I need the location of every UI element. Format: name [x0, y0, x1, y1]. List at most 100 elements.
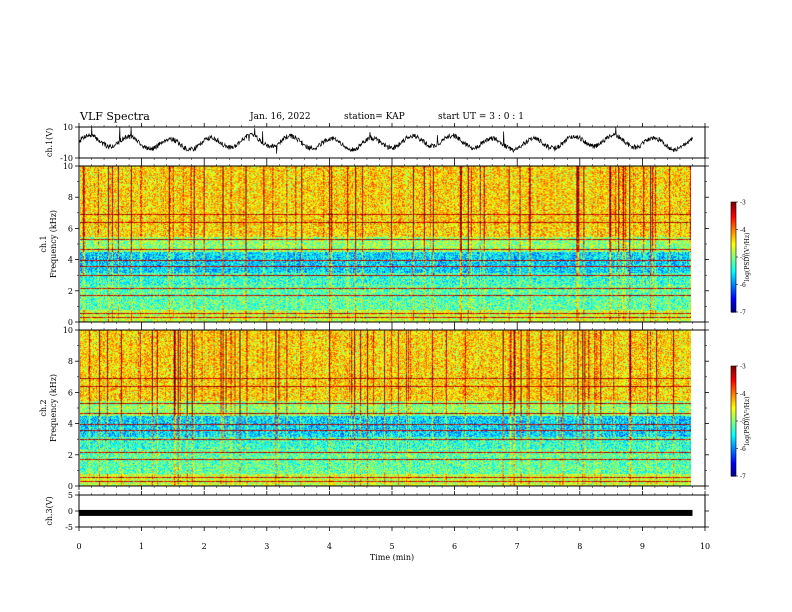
- x-tick-label: 1: [139, 542, 144, 551]
- colorbar-swatch: [731, 217, 736, 220]
- colorbar-swatch: [731, 237, 736, 240]
- colorbar-swatch: [731, 261, 736, 264]
- colorbar-swatch: [731, 451, 736, 454]
- colorbar-swatch: [731, 299, 736, 302]
- colorbar-swatch: [731, 276, 736, 279]
- y-tick-label: 0: [68, 482, 73, 491]
- colorbar-swatch: [731, 219, 736, 222]
- spectrogram-image: [80, 166, 691, 322]
- colorbar-swatch: [731, 214, 736, 217]
- colorbar-tick-label: -6: [740, 446, 746, 453]
- colorbar-tick-label: -4: [740, 391, 746, 398]
- colorbar-swatch: [731, 228, 736, 231]
- colorbar-swatch: [731, 445, 736, 448]
- colorbar-tick-label: -7: [740, 474, 746, 481]
- x-tick-label: 0: [76, 542, 81, 551]
- colorbar-tick-label: -6: [740, 282, 746, 289]
- colorbar-swatch: [731, 434, 736, 437]
- colorbar-swatch: [731, 269, 736, 272]
- colorbar-swatch: [731, 383, 736, 386]
- colorbar-swatch: [731, 225, 736, 228]
- station-label: station= KAP: [344, 112, 405, 122]
- colorbar-swatch: [731, 208, 736, 211]
- colorbar-swatch: [731, 459, 736, 462]
- colorbar-swatch: [731, 454, 736, 456]
- y-tick-label: 8: [68, 193, 73, 202]
- colorbar-swatch: [731, 404, 736, 407]
- colorbar-swatch: [731, 263, 736, 266]
- panel-frame: [78, 126, 706, 159]
- ch1-waveform-line: [78, 127, 693, 154]
- colorbar-swatch: [731, 206, 736, 209]
- colorbar-swatch: [731, 440, 736, 443]
- colorbar-swatch: [731, 266, 736, 269]
- colorbar-swatch: [731, 288, 736, 291]
- colorbar-swatch: [731, 215, 736, 218]
- figure-title: VLF Spectra: [80, 110, 150, 123]
- colorbar-swatch: [731, 403, 736, 406]
- colorbar-tick-label: -5: [740, 255, 746, 262]
- colorbar-swatch: [731, 390, 736, 393]
- y-tick-label: 5: [68, 491, 73, 500]
- colorbar-swatch: [731, 443, 736, 445]
- colorbar-swatch: [731, 448, 736, 451]
- colorbar-swatch: [731, 397, 736, 400]
- colorbar-swatch: [731, 367, 736, 370]
- colorbar-swatch: [731, 203, 736, 206]
- colorbar-swatch: [731, 430, 736, 433]
- x-tick-label: 2: [202, 542, 207, 551]
- colorbar-swatch: [731, 207, 736, 210]
- colorbar-swatch: [731, 460, 736, 463]
- colorbar-swatch: [731, 232, 736, 235]
- colorbar-tick-label: -3: [740, 364, 746, 371]
- colorbar-swatch: [731, 250, 736, 253]
- colorbar-swatch: [731, 272, 736, 275]
- colorbar-swatch: [731, 259, 736, 262]
- colorbar-tick-label: -3: [740, 200, 746, 207]
- colorbar-swatch: [731, 407, 736, 410]
- colorbar-swatch: [731, 452, 736, 455]
- colorbar-swatch: [731, 294, 736, 297]
- colorbar-swatch: [731, 213, 736, 215]
- colorbar-swatch: [731, 301, 736, 303]
- y-tick-label: 10: [63, 123, 73, 132]
- colorbar-swatch: [731, 291, 736, 294]
- colorbar-swatch: [731, 470, 736, 473]
- y-tick-label: -5: [65, 523, 73, 532]
- colorbar-swatch: [731, 284, 736, 287]
- colorbar-swatch: [731, 239, 736, 242]
- colorbar-swatch: [731, 298, 736, 301]
- y-axis-label: ch.1: [39, 235, 48, 252]
- colorbar-swatch: [731, 233, 736, 236]
- x-tick-label: 3: [264, 542, 269, 551]
- colorbar-swatch: [731, 366, 736, 368]
- y-tick-label: 10: [63, 162, 73, 171]
- colorbar-swatch: [731, 467, 736, 470]
- colorbar-swatch: [731, 270, 736, 273]
- colorbar-swatch: [731, 243, 736, 246]
- colorbar-swatch: [731, 287, 736, 290]
- y-tick-label: 4: [68, 256, 73, 265]
- colorbar-swatch: [731, 392, 736, 395]
- colorbar-swatch: [731, 255, 736, 258]
- colorbar-swatch: [731, 218, 736, 221]
- colorbar-swatch: [731, 408, 736, 411]
- colorbar-swatch: [731, 405, 736, 408]
- colorbar-swatch: [731, 240, 736, 243]
- colorbar-swatch: [731, 283, 736, 286]
- colorbar-swatch: [731, 401, 736, 404]
- colorbar: [730, 365, 738, 477]
- x-axis-label: Time (min): [370, 553, 414, 562]
- colorbar-swatch: [731, 248, 736, 251]
- colorbar-swatch: [731, 229, 736, 232]
- y-tick-label: 6: [68, 388, 73, 397]
- colorbar-swatch: [731, 295, 736, 298]
- colorbar-swatch: [731, 393, 736, 396]
- colorbar-swatch: [731, 292, 736, 295]
- colorbar-swatch: [731, 473, 736, 476]
- colorbar-swatch: [731, 386, 736, 389]
- colorbar-swatch: [731, 265, 736, 268]
- colorbar-swatch: [731, 429, 736, 432]
- colorbar-swatch: [731, 444, 736, 447]
- colorbar-swatch: [731, 371, 736, 374]
